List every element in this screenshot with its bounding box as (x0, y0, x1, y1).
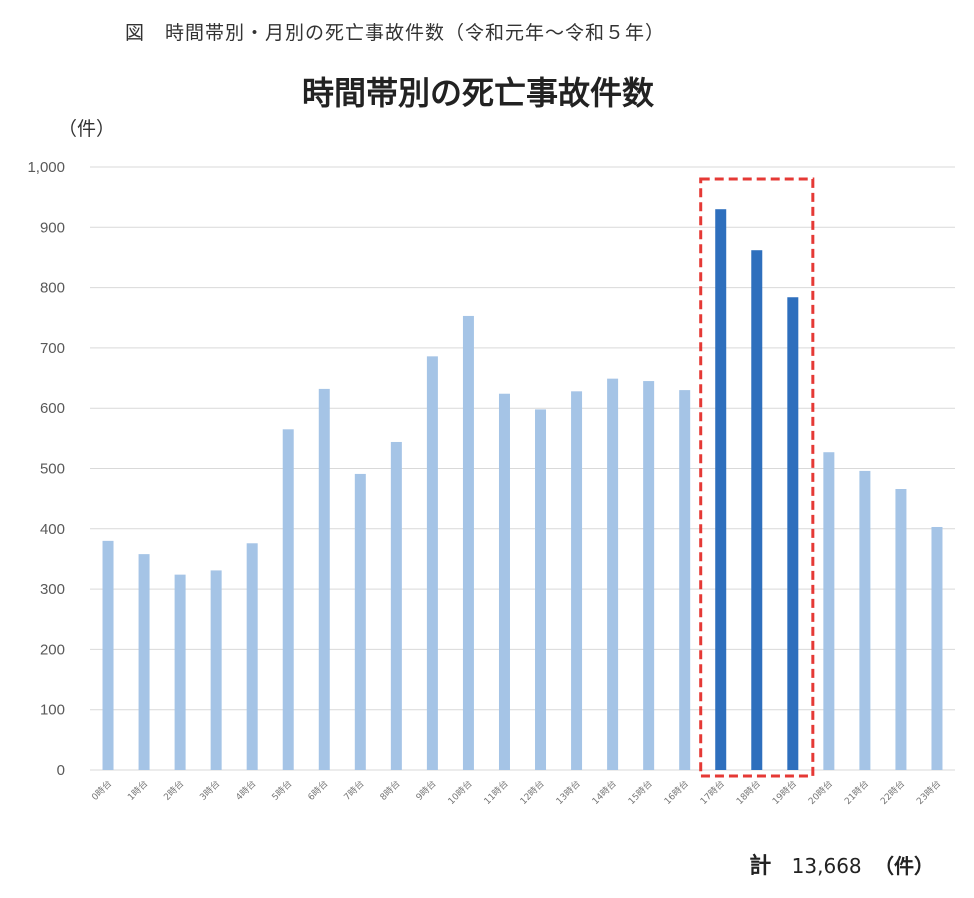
y-tick-label: 500 (40, 461, 65, 478)
bar (535, 409, 547, 770)
x-tick-label: 5時台 (269, 778, 294, 803)
total-label: 計 (749, 854, 772, 879)
bar (102, 540, 114, 770)
bar (679, 390, 691, 770)
y-tick-label: 200 (40, 641, 65, 658)
x-tick-label: 18時台 (734, 778, 763, 807)
x-tick-label: 14時台 (589, 778, 618, 807)
y-tick-label: 600 (40, 400, 65, 417)
x-tick-label: 12時台 (517, 778, 546, 807)
x-tick-label: 0時台 (89, 778, 114, 803)
bar (462, 315, 474, 770)
y-axis-ticks: 0 100 200 300 400 500 600 700 800 900 1,000 (27, 159, 65, 779)
bars (102, 209, 943, 771)
y-tick-label: 100 (40, 702, 65, 719)
bar (607, 378, 619, 770)
chart-title: 時間帯別の死亡事故件数 (302, 74, 655, 112)
total-unit: （件） (874, 854, 934, 878)
total-count: 計 13,668 （件） (749, 848, 934, 880)
x-tick-label: 6時台 (305, 778, 330, 803)
y-tick-label: 700 (40, 340, 65, 357)
total-value: 13,668 (791, 854, 862, 878)
bar (751, 250, 763, 771)
bar (210, 570, 222, 770)
bar (246, 543, 258, 770)
x-tick-label: 15時台 (625, 778, 654, 807)
bar (354, 473, 366, 770)
bar (498, 393, 510, 770)
x-tick-label: 10時台 (445, 778, 474, 807)
x-tick-label: 11時台 (481, 778, 510, 807)
x-tick-label: 21時台 (842, 778, 871, 807)
y-tick-label: 800 (40, 280, 65, 297)
bar (571, 391, 583, 770)
x-tick-label: 20時台 (806, 778, 835, 807)
x-tick-label: 22時台 (878, 778, 907, 807)
x-tick-label: 3時台 (197, 778, 222, 803)
x-tick-label: 17時台 (698, 778, 727, 807)
x-tick-label: 1時台 (125, 778, 150, 803)
highlight-box (699, 177, 815, 778)
bar (715, 209, 727, 770)
x-tick-label: 16時台 (661, 778, 690, 807)
y-tick-label: 0 (57, 762, 65, 779)
bar (643, 381, 655, 770)
x-tick-label: 13時台 (553, 778, 582, 807)
bar (282, 429, 294, 770)
gridlines (90, 166, 955, 771)
bar (895, 489, 907, 770)
figure-caption: 図 時間帯別・月別の死亡事故件数（令和元年～令和５年） (125, 22, 666, 44)
x-tick-label: 8時台 (377, 778, 402, 803)
bar (823, 452, 835, 770)
bar (859, 470, 871, 770)
bar (787, 297, 799, 770)
y-tick-label: 1,000 (27, 159, 65, 176)
x-tick-label: 23時台 (914, 778, 943, 807)
x-tick-label: 9時台 (413, 778, 438, 803)
y-tick-label: 900 (40, 219, 65, 236)
y-tick-label: 400 (40, 521, 65, 538)
y-axis-unit-label: （件） (58, 118, 115, 140)
bar (931, 526, 943, 770)
bar (318, 388, 330, 770)
x-tick-label: 4時台 (233, 778, 258, 803)
bar (138, 554, 150, 770)
x-tick-label: 19時台 (770, 778, 799, 807)
x-tick-label: 7時台 (341, 778, 366, 803)
y-tick-label: 300 (40, 581, 65, 598)
x-tick-label: 2時台 (161, 778, 186, 803)
bar (390, 441, 402, 770)
bar (426, 356, 438, 770)
x-axis-ticks: 0時台 1時台 2時台 3時台 4時台 5時台 6時台 7時台 8時台 9時台 10時台 11時台 12… (89, 778, 943, 807)
bar (174, 574, 186, 770)
